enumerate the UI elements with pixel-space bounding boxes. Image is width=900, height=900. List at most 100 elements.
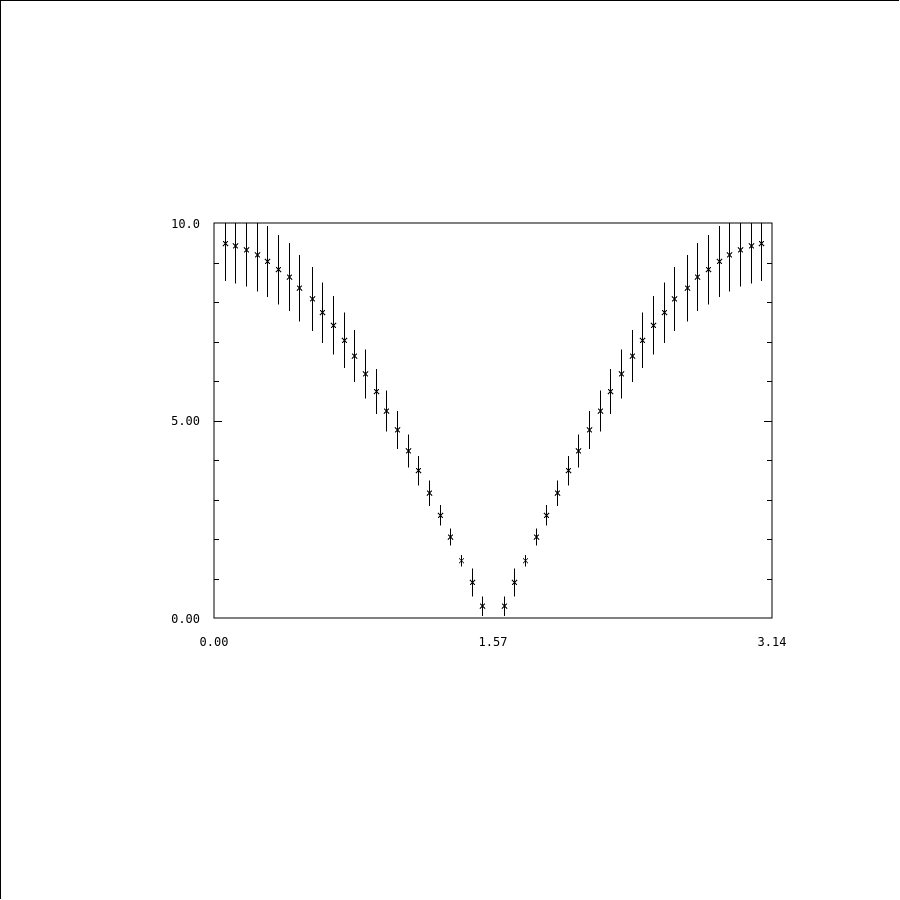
data-point [254, 252, 261, 258]
data-point [565, 467, 572, 474]
marker-stroke [726, 252, 733, 258]
data-point [716, 258, 723, 265]
data-point [543, 512, 550, 519]
data-point [330, 322, 337, 329]
tick-labels: 10.0 5.00 0.00 0.00 1.57 3.14 [171, 217, 786, 649]
marker-stroke [575, 448, 582, 454]
marker-stroke [341, 337, 348, 344]
data-point [501, 603, 508, 610]
data-point [394, 427, 401, 433]
data-point [373, 388, 380, 395]
marker-stroke [254, 252, 261, 258]
marker-stroke [671, 295, 678, 302]
marker-stroke [737, 247, 744, 253]
data-point [597, 408, 604, 414]
data-point [629, 353, 636, 359]
data-point [286, 274, 293, 280]
marker-stroke [469, 579, 476, 586]
axes-box [213, 222, 773, 619]
marker-stroke [330, 322, 337, 329]
data-point [607, 388, 614, 395]
marker-stroke [684, 285, 691, 292]
data-point [586, 427, 593, 433]
marker-stroke [694, 274, 701, 280]
marker-stroke [716, 258, 723, 265]
marker-stroke [222, 240, 229, 247]
marker-stroke [533, 534, 540, 540]
marker-stroke [565, 467, 572, 474]
data-point [275, 266, 282, 273]
marker-stroke [511, 579, 518, 586]
marker-stroke [286, 274, 293, 280]
axis-ticks [214, 263, 772, 580]
data-point [671, 295, 678, 302]
data-point [639, 337, 646, 344]
marker-stroke [309, 295, 316, 302]
data-point [737, 247, 744, 253]
data-point [748, 243, 755, 249]
marker-stroke [458, 557, 465, 564]
error-bars [225, 223, 762, 617]
data-point [415, 467, 422, 474]
data-point [405, 448, 412, 454]
data-point [705, 266, 712, 273]
data-point [661, 309, 668, 316]
data-point [243, 247, 250, 253]
marker-stroke [479, 603, 486, 610]
data-point [351, 353, 358, 359]
data-point [511, 579, 518, 586]
data-point [618, 371, 625, 377]
marker-stroke [639, 337, 646, 344]
data-point [447, 534, 454, 540]
marker-stroke [607, 388, 614, 395]
x-tick-label-left: 0.00 [200, 635, 229, 649]
marker-stroke [275, 266, 282, 273]
data-point [232, 243, 239, 249]
marker-stroke [351, 353, 358, 359]
data-point [554, 490, 561, 497]
marker-stroke [554, 490, 561, 497]
marker-stroke [373, 388, 380, 395]
marker-stroke [629, 353, 636, 359]
data-point [426, 490, 433, 497]
data-point [319, 309, 326, 316]
marker-stroke [243, 247, 250, 253]
data-markers [222, 240, 765, 610]
marker-stroke [705, 266, 712, 273]
marker-stroke [405, 448, 412, 454]
data-point [522, 557, 529, 564]
data-point [296, 285, 303, 292]
data-point [264, 258, 271, 265]
y-tick-label-bottom: 0.00 [171, 612, 200, 626]
data-point [437, 512, 444, 519]
data-point [222, 240, 229, 247]
marker-stroke [415, 467, 422, 474]
y-tick-label-top: 10.0 [171, 217, 200, 231]
data-point [533, 534, 540, 540]
marker-stroke [362, 371, 369, 377]
marker-stroke [437, 512, 444, 519]
marker-stroke [501, 603, 508, 610]
marker-stroke [394, 427, 401, 433]
data-point [383, 408, 390, 414]
marker-stroke [383, 408, 390, 414]
marker-stroke [597, 408, 604, 414]
marker-stroke [586, 427, 593, 433]
marker-stroke [650, 322, 657, 329]
data-point [309, 295, 316, 302]
data-point [479, 603, 486, 610]
x-tick-label-right: 3.14 [758, 635, 787, 649]
marker-stroke [522, 557, 529, 564]
marker-stroke [319, 309, 326, 316]
marker-stroke [543, 512, 550, 519]
data-point [758, 240, 765, 247]
x-tick-label-mid: 1.57 [479, 635, 508, 649]
marker-stroke [232, 243, 239, 249]
data-point [726, 252, 733, 258]
marker-stroke [748, 243, 755, 249]
data-point [650, 322, 657, 329]
data-point [362, 371, 369, 377]
marker-stroke [426, 490, 433, 497]
